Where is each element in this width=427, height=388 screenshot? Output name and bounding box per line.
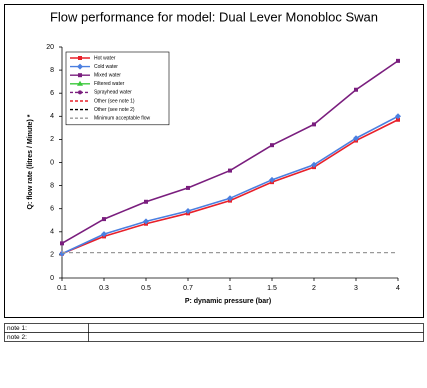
point (144, 199, 148, 204)
legend-label: Hot water (94, 55, 116, 61)
note-label: note 2: (7, 334, 27, 341)
x-tick-label: 1 (228, 285, 232, 292)
y-tick-label: 8 (50, 67, 54, 74)
x-tick-label: 3 (354, 285, 358, 292)
y-tick-label: 20 (46, 44, 54, 51)
point (227, 195, 233, 202)
legend-label: Cold water (94, 64, 118, 70)
x-tick-label: 2 (312, 285, 316, 292)
y-tick-label: 4 (50, 113, 54, 120)
notes-table: note 1: note 2: (4, 323, 424, 342)
point (185, 208, 191, 215)
point (270, 143, 274, 148)
chart-title: Flow performance for model: Dual Lever M… (50, 9, 378, 24)
x-tick-label: 0.7 (183, 285, 193, 292)
y-tick-label: 0 (50, 275, 54, 282)
y-tick-label: 6 (50, 90, 54, 97)
point (312, 122, 316, 127)
x-tick-label: 0.3 (99, 285, 109, 292)
legend-marker (77, 63, 83, 70)
legend-label: Mixed water (94, 73, 121, 79)
y-tick-label: 8 (50, 182, 54, 189)
legend-marker (78, 90, 82, 95)
point (311, 161, 317, 168)
point (269, 176, 275, 183)
point (353, 135, 359, 142)
legend-marker (77, 80, 83, 86)
legend-label: Minimum acceptable flow (94, 116, 151, 122)
note-label: note 1: (7, 325, 27, 332)
point (396, 58, 400, 63)
x-tick-label: 0.1 (57, 285, 67, 292)
x-tick-label: 4 (396, 285, 400, 292)
y-tick-label: 2 (50, 252, 54, 259)
y-tick-label: 6 (50, 206, 54, 213)
y-tick-label: 4 (50, 229, 54, 236)
point (101, 231, 107, 238)
legend-marker (78, 56, 82, 60)
point (228, 168, 232, 173)
x-tick-label: 1.5 (267, 285, 277, 292)
legend-label: Other (see note 1) (94, 98, 135, 104)
point (395, 113, 401, 120)
legend-marker (78, 73, 82, 78)
point (102, 217, 106, 222)
point (60, 241, 64, 246)
legend-label: Filtered water (94, 81, 125, 87)
point (186, 185, 190, 190)
point (396, 117, 400, 122)
y-tick-label: 2 (50, 136, 54, 143)
y-axis-title: Q: flow rate (litres / Minute) * (27, 114, 34, 209)
legend-label: Sprayhead water (94, 90, 132, 96)
chart-frame (4, 4, 424, 318)
point (143, 218, 149, 225)
legend-label: Other (see note 2) (94, 107, 135, 113)
legend-box (65, 51, 170, 126)
x-tick-label: 0.5 (141, 285, 151, 292)
x-axis-title: P: dynamic pressure (bar) (185, 298, 271, 305)
point (354, 87, 358, 92)
y-tick-label: 0 (50, 159, 54, 166)
